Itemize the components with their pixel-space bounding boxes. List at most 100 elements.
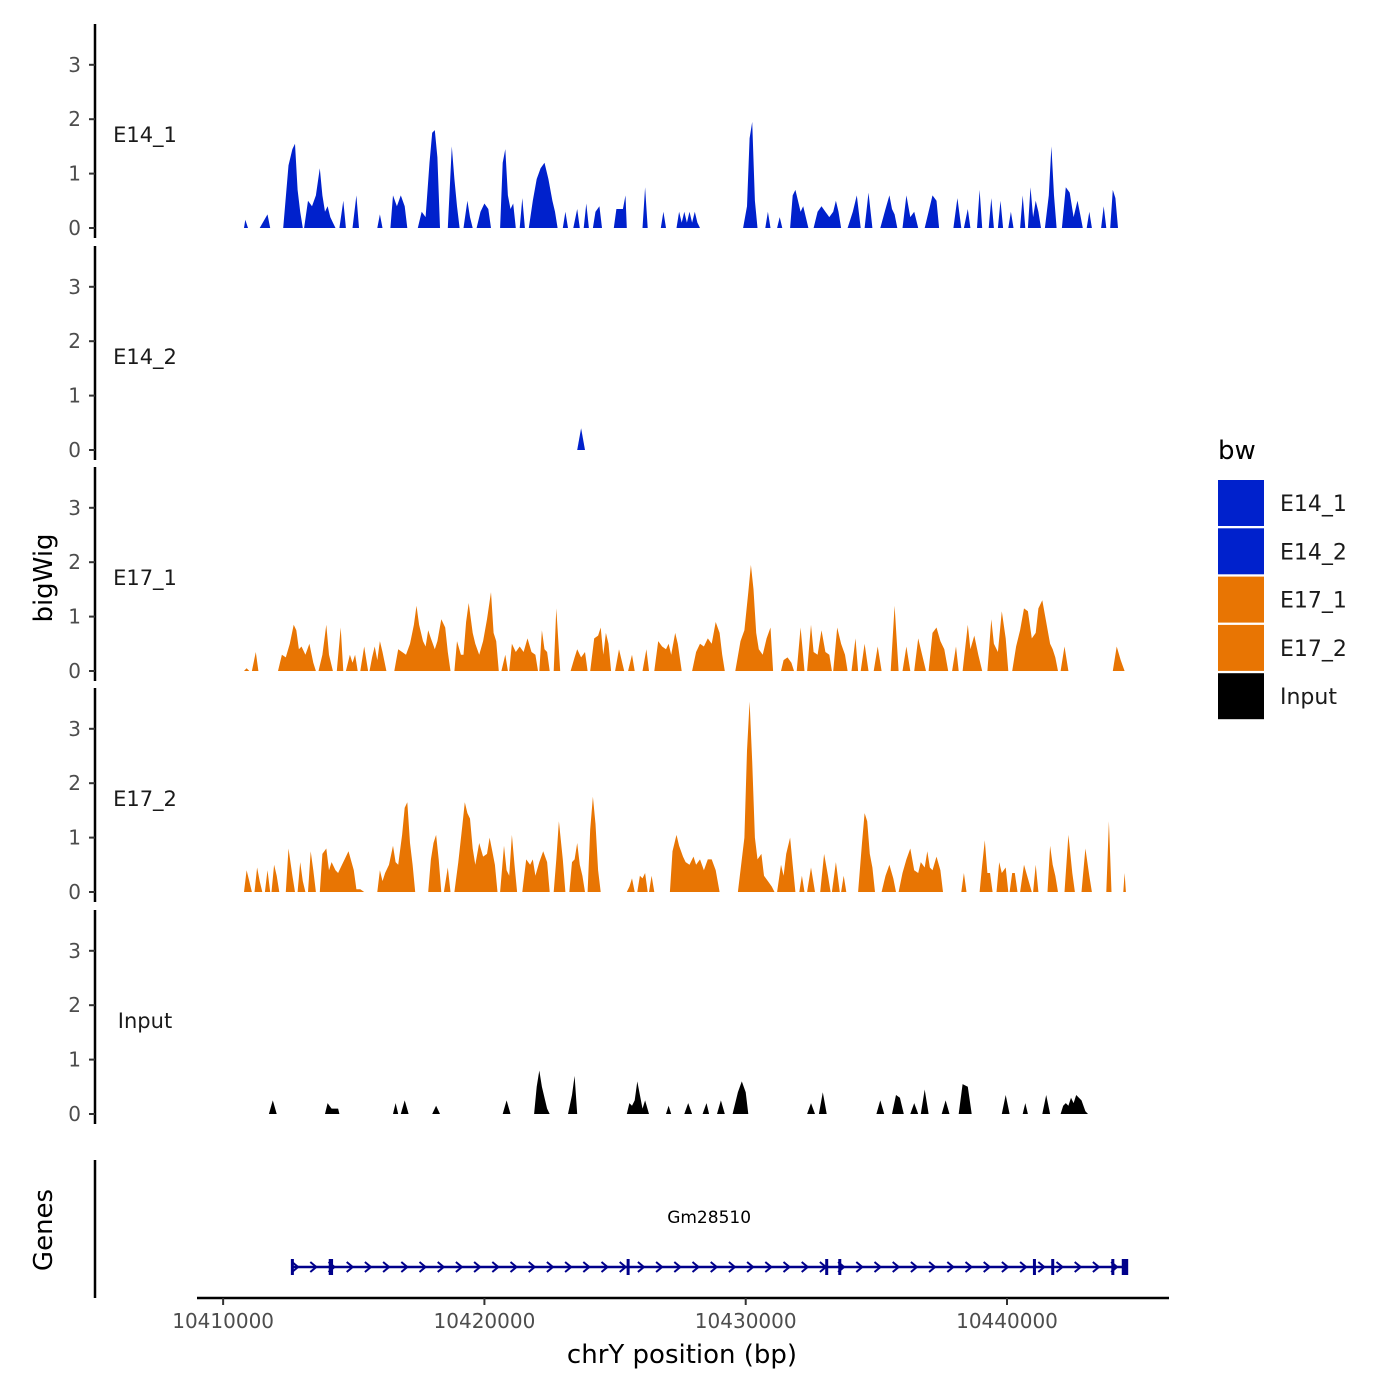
strand-arrow-icon xyxy=(983,1261,992,1273)
y-tick-label: 1 xyxy=(68,605,81,629)
legend-label: E14_1 xyxy=(1280,492,1347,517)
legend: bw E14_1 E14_2 E17_1 E17_2 Input xyxy=(1218,436,1347,720)
x-axis: 10410000 10420000 10430000 10440000 xyxy=(172,1296,1169,1333)
track-label: E14_1 xyxy=(113,123,177,148)
track-area-e17-2 xyxy=(244,701,1126,892)
y-tick-label: 0 xyxy=(68,216,81,240)
gene-exon xyxy=(1051,1259,1055,1275)
strand-arrow-icon xyxy=(309,1261,318,1273)
track-panel-e17-1: 0 1 2 3 E17_1 xyxy=(68,467,1125,683)
gene-exon xyxy=(838,1259,842,1275)
track-panel-e17-2: 0 1 2 3 E17_2 xyxy=(68,688,1126,904)
track-area-input xyxy=(268,1070,1088,1114)
x-tick-label: 10430000 xyxy=(695,1309,797,1333)
strand-arrow-icon xyxy=(437,1261,446,1273)
strand-arrow-icon xyxy=(892,1261,901,1273)
y-tick-label: 3 xyxy=(68,53,81,77)
strand-arrow-icon xyxy=(491,1261,500,1273)
strand-arrow-icon xyxy=(1019,1261,1028,1273)
y-tick-label: 0 xyxy=(68,1102,81,1126)
y-tick-label: 0 xyxy=(68,880,81,904)
strand-arrow-icon xyxy=(1074,1261,1083,1273)
y-tick-label: 3 xyxy=(68,275,81,299)
y-tick-label: 1 xyxy=(68,1048,81,1072)
track-panel-e14-2: 0 1 2 3 E14_2 xyxy=(68,246,585,462)
gene-track: Genes Gm28510 xyxy=(29,1160,1129,1298)
y-tick-label: 2 xyxy=(68,107,81,131)
y-tick-label: 2 xyxy=(68,550,81,574)
track-label: E14_2 xyxy=(113,345,177,370)
strand-arrow-icon xyxy=(801,1261,810,1273)
strand-arrow-icon xyxy=(600,1261,610,1273)
strand-arrow-icon xyxy=(455,1261,464,1273)
y-tick-label: 3 xyxy=(68,717,81,741)
bigwig-tracks: 0 1 2 3 E14_1 0 1 2 3 E14_2 0 1 2 3 E17_1 0 1 2 3 E17_2 0 1 2 3… xyxy=(68,24,1126,1126)
track-area-e14-2 xyxy=(577,428,585,450)
track-area-e17-1 xyxy=(244,564,1125,671)
gene-exon xyxy=(330,1259,334,1275)
strand-arrow-icon xyxy=(710,1261,719,1273)
strand-arrow-icon xyxy=(1092,1261,1101,1273)
track-label: Input xyxy=(118,1009,172,1033)
strand-arrow-icon xyxy=(782,1261,792,1273)
strand-arrow-icon xyxy=(582,1261,591,1273)
legend-label: E17_1 xyxy=(1280,589,1347,614)
y-tick-label: 2 xyxy=(68,329,81,353)
gene-exon xyxy=(1122,1259,1129,1275)
strand-arrow-icon xyxy=(1055,1261,1065,1273)
track-label: E17_2 xyxy=(113,787,177,812)
legend-swatch xyxy=(1218,576,1264,623)
strand-arrow-icon xyxy=(364,1261,373,1273)
strand-arrow-icon xyxy=(673,1261,682,1273)
strand-arrow-icon xyxy=(473,1261,482,1273)
strand-arrow-icon xyxy=(291,1261,300,1273)
gene-exon xyxy=(1111,1259,1115,1275)
track-label: E17_1 xyxy=(113,566,177,591)
y-tick-label: 3 xyxy=(68,496,81,520)
strand-arrow-icon xyxy=(946,1261,955,1273)
x-tick-label: 10420000 xyxy=(434,1309,536,1333)
y-tick-label: 3 xyxy=(68,939,81,963)
legend-label: E17_2 xyxy=(1280,637,1347,662)
legend-title: bw xyxy=(1218,436,1256,466)
strand-arrow-icon xyxy=(564,1261,573,1273)
y-tick-label: 1 xyxy=(68,384,81,408)
x-tick-label: 10440000 xyxy=(956,1309,1058,1333)
gene-exon xyxy=(290,1259,294,1275)
legend-label: E14_2 xyxy=(1280,540,1347,565)
y-axis-title: bigWig xyxy=(29,533,59,622)
y-tick-label: 2 xyxy=(68,993,81,1017)
strand-arrow-icon xyxy=(928,1261,937,1273)
strand-arrow-icon xyxy=(964,1261,974,1273)
y-tick-label: 1 xyxy=(68,826,81,850)
track-area-e14-1 xyxy=(244,121,1118,228)
strand-arrow-icon xyxy=(691,1261,701,1273)
strand-arrow-icon xyxy=(400,1261,409,1273)
legend-swatch xyxy=(1218,528,1264,575)
legend-swatch xyxy=(1218,480,1264,526)
track-panel-e14-1: 0 1 2 3 E14_1 xyxy=(68,24,1118,240)
y-tick-label: 1 xyxy=(68,162,81,186)
gene-name-label: Gm28510 xyxy=(667,1208,751,1228)
strand-arrow-icon xyxy=(528,1261,537,1273)
strand-arrow-icon xyxy=(855,1261,864,1273)
legend-label: Input xyxy=(1280,685,1337,710)
y-tick-label: 0 xyxy=(68,659,81,683)
legend-swatch xyxy=(1218,673,1264,720)
gene-track-label: Genes xyxy=(29,1189,59,1271)
strand-arrow-icon xyxy=(655,1261,664,1273)
track-panel-input: 0 1 2 3 Input xyxy=(68,910,1088,1126)
strand-arrow-icon xyxy=(418,1261,428,1273)
gene-exon xyxy=(1032,1259,1036,1275)
strand-arrow-icon xyxy=(346,1261,355,1273)
strand-arrow-icon xyxy=(746,1261,755,1273)
gene-exon xyxy=(626,1259,630,1275)
gene-exon xyxy=(825,1259,829,1275)
strand-arrow-icon xyxy=(509,1261,519,1273)
x-axis-title: chrY position (bp) xyxy=(567,1340,797,1370)
strand-arrow-icon xyxy=(728,1261,737,1273)
strand-arrow-icon xyxy=(546,1261,555,1273)
strand-arrow-icon xyxy=(1037,1261,1046,1273)
strand-arrow-icon xyxy=(873,1261,883,1273)
